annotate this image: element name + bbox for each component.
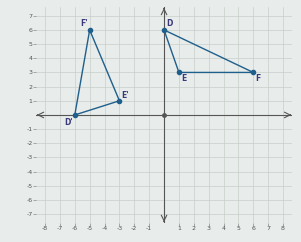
- Text: D: D: [166, 19, 173, 28]
- Text: D': D': [64, 118, 73, 127]
- Text: F: F: [256, 74, 261, 83]
- Text: E: E: [181, 74, 186, 83]
- Text: F': F': [80, 19, 87, 28]
- Text: E': E': [122, 91, 129, 100]
